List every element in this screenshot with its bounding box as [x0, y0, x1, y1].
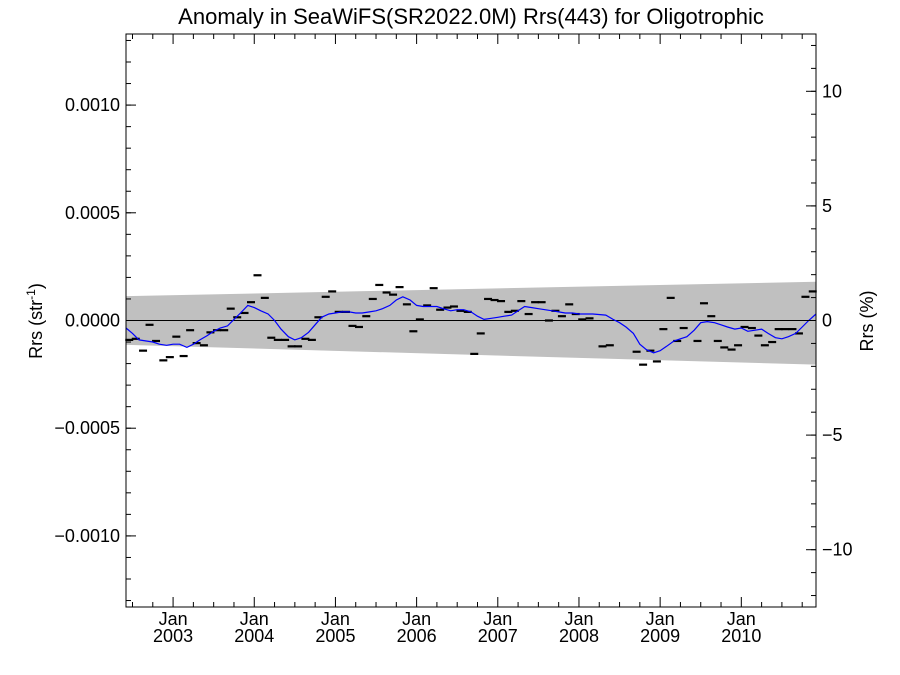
x-tick-month-label: Jan — [727, 609, 756, 629]
y2-tick-label: 0 — [822, 311, 832, 331]
x-tick-year-label: 2004 — [234, 626, 274, 646]
x-tick-year-label: 2006 — [397, 626, 437, 646]
chart-title: Anomaly in SeaWiFS(SR2022.0M) Rrs(443) f… — [178, 4, 764, 29]
x-tick-year-label: 2008 — [559, 626, 599, 646]
x-tick-year-label: 2003 — [153, 626, 193, 646]
plot-area — [125, 274, 817, 366]
x-tick-month-label: Jan — [646, 609, 675, 629]
uncertainty-band — [126, 281, 816, 365]
y2-tick-label: −10 — [822, 540, 853, 560]
y-tick-label: −0.0010 — [54, 526, 120, 546]
x-tick-month-label: Jan — [159, 609, 188, 629]
y-tick-label: 0.0000 — [65, 311, 120, 331]
x-tick-year-label: 2009 — [640, 626, 680, 646]
x-tick-month-label: Jan — [240, 609, 269, 629]
x-tick-month-label: Jan — [402, 609, 431, 629]
right-axis-label: Rrs (%) — [857, 291, 877, 352]
left-axis-label: Rrs (str-1) — [24, 283, 46, 359]
axes: 0.0010 0.0005 0.0000 −0.0005 −0.0010 10 5 0 −5 −1… — [54, 33, 853, 646]
x-tick-year-label: 2007 — [478, 626, 518, 646]
x-tick-month-label: Jan — [321, 609, 350, 629]
y-tick-label: 0.0005 — [65, 203, 120, 223]
y-tick-label: 0.0010 — [65, 95, 120, 115]
x-tick-month-label: Jan — [483, 609, 512, 629]
x-tick-year-label: 2010 — [721, 626, 761, 646]
x-tick-month-label: Jan — [564, 609, 593, 629]
y-tick-label: −0.0005 — [54, 418, 120, 438]
y2-tick-label: 5 — [822, 196, 832, 216]
y2-tick-label: 10 — [822, 81, 842, 101]
x-tick-year-label: 2005 — [315, 626, 355, 646]
smoothed-line — [125, 296, 817, 354]
y2-tick-label: −5 — [822, 425, 843, 445]
